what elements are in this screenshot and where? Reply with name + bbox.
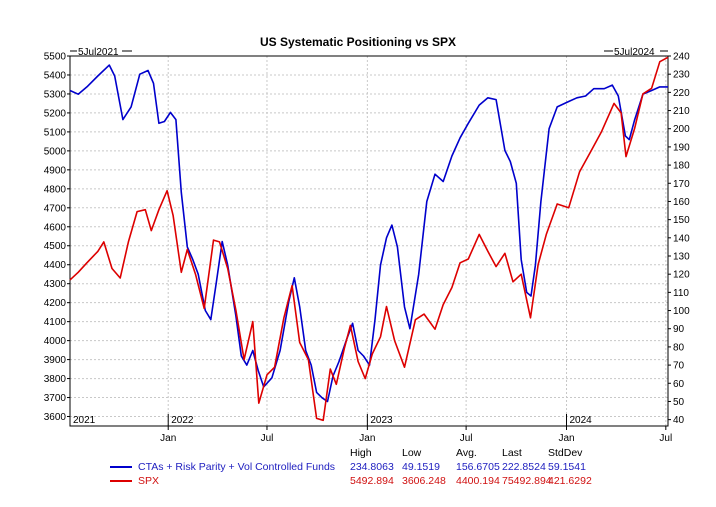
- right-tick-label: 50: [673, 397, 685, 408]
- grid: [70, 55, 668, 426]
- year-label: 2024: [570, 415, 593, 426]
- legend-stddev-positioning: 59.1541: [548, 461, 586, 473]
- legend-header-high: High: [350, 447, 372, 459]
- left-tick-label: 3800: [44, 374, 67, 385]
- right-tick-label: 190: [673, 142, 690, 153]
- legend-high-spx: 5492.894: [350, 475, 394, 487]
- year-label: 2023: [370, 415, 393, 426]
- legend-header-last: Last: [502, 447, 522, 459]
- x-tick-label: Jan: [558, 433, 574, 444]
- x-tick-label: Jul: [460, 433, 473, 444]
- left-tick-label: 4000: [44, 336, 67, 347]
- legend-last-spx: 75492.894: [502, 475, 552, 487]
- year-label: 2021: [73, 415, 96, 426]
- right-tick-label: 160: [673, 197, 690, 208]
- legend-last-positioning: 222.8524: [502, 461, 546, 473]
- right-tick-label: 60: [673, 379, 685, 390]
- right-tick-label: 170: [673, 179, 690, 190]
- left-tick-label: 4300: [44, 279, 67, 290]
- left-tick-label: 3900: [44, 355, 67, 366]
- legend-label-positioning: CTAs + Risk Parity + Vol Controlled Fund…: [138, 461, 336, 473]
- left-tick-label: 5400: [44, 70, 67, 81]
- legend-label-spx: SPX: [138, 475, 160, 487]
- right-axis: 40 50 60 70 80 90 100 110 120 130 140 150 160 170 180 1…: [668, 52, 690, 426]
- right-tick-label: 110: [673, 288, 689, 299]
- series-line-spx: [69, 56, 669, 422]
- right-tick-label: 100: [673, 306, 690, 317]
- series-layer: [69, 56, 669, 422]
- left-axis: 3600 3700 3800 3900 4000 4100 4200 4300 4400 4500…: [44, 52, 70, 423]
- legend-header-low: Low: [402, 447, 422, 459]
- legend-avg-spx: 4400.194: [456, 475, 500, 487]
- legend-high-positioning: 234.8063: [350, 461, 394, 473]
- right-tick-label: 230: [673, 70, 690, 81]
- right-tick-label: 80: [673, 342, 685, 353]
- legend-swatch-spx: [110, 480, 132, 482]
- end-date-label: 5Jul2024: [614, 47, 655, 58]
- right-tick-label: 70: [673, 361, 685, 372]
- right-tick-label: 120: [673, 270, 690, 281]
- x-tick-label: Jan: [359, 433, 375, 444]
- left-tick-label: 4200: [44, 298, 67, 309]
- left-tick-label: 5100: [44, 127, 67, 138]
- right-tick-label: 150: [673, 215, 690, 226]
- plot-frame: [69, 55, 669, 427]
- right-tick-label: 140: [673, 233, 690, 244]
- x-tick-label: Jul: [659, 433, 672, 444]
- left-tick-label: 5500: [44, 52, 67, 63]
- legend-low-positioning: 49.1519: [402, 461, 440, 473]
- left-tick-label: 4100: [44, 317, 67, 328]
- legend-avg-positioning: 156.6705: [456, 461, 500, 473]
- right-tick-label: 90: [673, 324, 685, 335]
- start-date-flag: 5Jul2021: [70, 47, 132, 58]
- right-tick-label: 220: [673, 88, 690, 99]
- legend-stddev-spx: 421.6292: [548, 475, 592, 487]
- left-tick-label: 3600: [44, 412, 67, 423]
- right-tick-label: 210: [673, 106, 690, 117]
- left-tick-label: 5000: [44, 146, 67, 157]
- start-date-label: 5Jul2021: [78, 47, 119, 58]
- right-tick-label: 240: [673, 52, 690, 63]
- right-tick-label: 200: [673, 124, 690, 135]
- left-tick-label: 5200: [44, 108, 67, 119]
- x-tick-label: Jul: [261, 433, 274, 444]
- chart-title: US Systematic Positioning vs SPX: [260, 35, 456, 49]
- x-tick-label: Jan: [160, 433, 176, 444]
- left-tick-label: 4500: [44, 241, 67, 252]
- legend-low-spx: 3606.248: [402, 475, 446, 487]
- left-tick-label: 5300: [44, 89, 67, 100]
- left-tick-label: 4700: [44, 203, 67, 214]
- left-tick-label: 3700: [44, 393, 67, 404]
- left-tick-label: 4600: [44, 222, 67, 233]
- legend-header-avg: Avg.: [456, 447, 477, 459]
- year-label: 2022: [171, 415, 194, 426]
- left-tick-label: 4900: [44, 165, 67, 176]
- series-line-positioning: [69, 64, 668, 403]
- left-tick-label: 4400: [44, 260, 67, 271]
- right-tick-label: 180: [673, 161, 690, 172]
- left-tick-label: 4800: [44, 184, 67, 195]
- right-tick-label: 130: [673, 252, 690, 263]
- x-axis: Jan Jul Jan Jul Jan Jul 2021 2022 2023 2024: [73, 414, 672, 444]
- end-date-flag: 5Jul2024: [604, 47, 668, 58]
- legend-header-stddev: StdDev: [548, 447, 583, 459]
- right-tick-label: 40: [673, 415, 685, 426]
- legend-swatch-positioning: [110, 466, 132, 468]
